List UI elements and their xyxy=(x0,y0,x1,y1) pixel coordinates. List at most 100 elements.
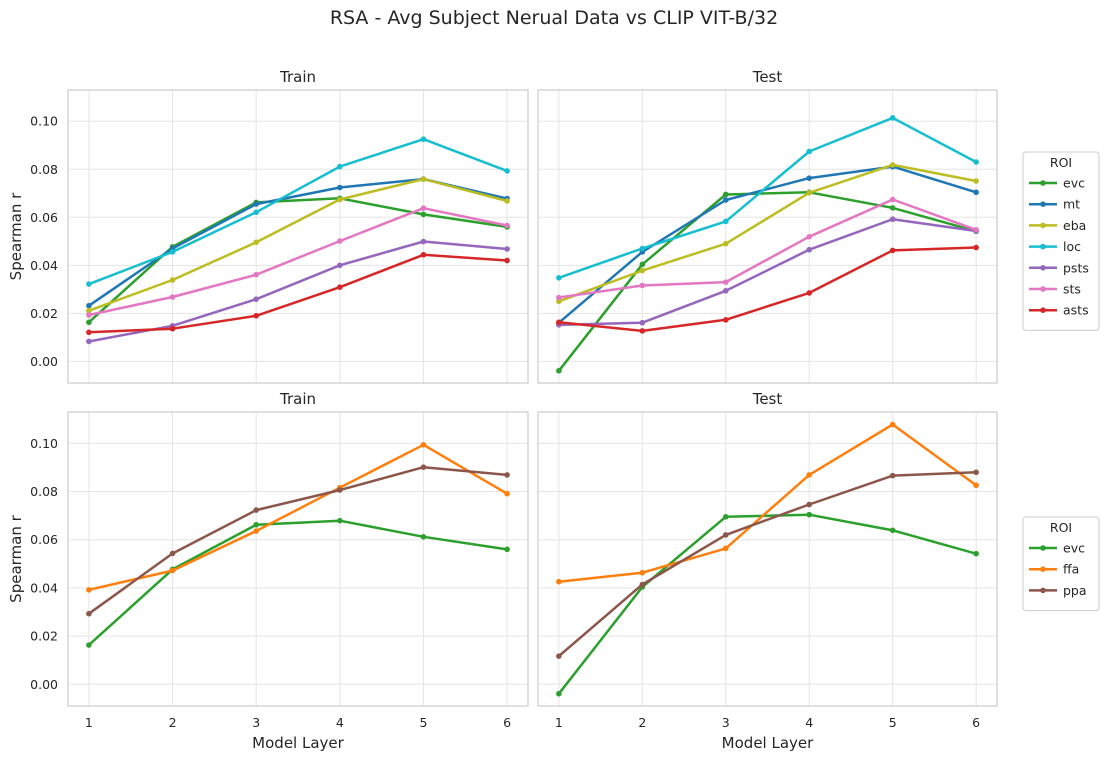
data-point-ffa xyxy=(639,569,646,576)
series-line-evc xyxy=(557,191,977,372)
axes-frame xyxy=(67,411,529,707)
data-point-asts xyxy=(889,247,896,254)
y-tick-label: 0.02 xyxy=(30,306,58,321)
x-axis-label: Model Layer xyxy=(252,734,344,752)
legend: ROI evc ffa ppa xyxy=(1022,516,1100,612)
data-point-eba xyxy=(722,240,729,247)
data-point-ppa xyxy=(420,464,427,470)
x-tick-label: 6 xyxy=(503,715,511,730)
data-point-ppa xyxy=(504,472,510,478)
data-point-asts xyxy=(86,329,92,336)
data-point-psts xyxy=(337,262,343,269)
data-point-ffa xyxy=(86,587,92,593)
data-point-ppa xyxy=(556,653,562,659)
data-point-ffa xyxy=(806,472,813,478)
data-point-eba xyxy=(556,298,562,305)
data-point-sts xyxy=(504,222,510,229)
series-line-asts xyxy=(558,246,977,333)
data-point-ffa xyxy=(253,528,259,534)
y-tick-label: 0.04 xyxy=(30,580,58,595)
data-point-sts xyxy=(86,312,92,318)
x-tick-label: 1 xyxy=(85,715,93,730)
series-line-ppa xyxy=(558,470,977,658)
legend-box xyxy=(1022,151,1100,331)
legend-label: evc xyxy=(1063,176,1085,191)
data-point-eba xyxy=(973,178,979,184)
data-point-psts xyxy=(889,216,896,223)
series-line-loc xyxy=(88,137,508,286)
data-point-eba xyxy=(86,307,92,314)
x-tick-label: 5 xyxy=(889,715,897,730)
series-line-psts xyxy=(558,217,977,327)
data-point-sts xyxy=(420,205,427,211)
data-point-sts xyxy=(973,226,979,233)
data-point-asts xyxy=(169,325,176,332)
legend-label: sts xyxy=(1063,282,1081,297)
legend-marker-ffa xyxy=(1040,566,1046,572)
legend-marker-ppa xyxy=(1040,587,1046,594)
x-tick-label: 5 xyxy=(419,715,427,730)
data-point-eba xyxy=(253,239,259,246)
x-tick-label: 6 xyxy=(972,715,980,730)
data-point-mt xyxy=(973,189,979,196)
subplot-1: Train 0.00 0.02 0.04 0.06 0.08 0.10 Spearman r xyxy=(7,68,529,384)
data-point-loc xyxy=(973,159,979,165)
legend-label: mt xyxy=(1063,197,1080,212)
data-point-ppa xyxy=(337,487,343,493)
data-point-ppa xyxy=(889,472,896,479)
data-point-ffa xyxy=(889,421,896,428)
data-point-asts xyxy=(806,290,813,296)
x-tick-label: 4 xyxy=(805,715,813,730)
subplot-4: Test 1 2 3 4 5 6 Model Layer xyxy=(537,390,998,752)
data-point-ppa xyxy=(169,550,176,557)
legend-label: asts xyxy=(1063,303,1089,318)
data-point-psts xyxy=(253,296,259,302)
data-point-evc xyxy=(420,211,427,218)
data-point-ffa xyxy=(169,567,176,574)
data-point-ppa xyxy=(86,610,92,617)
data-point-evc xyxy=(337,517,343,524)
legend-title: ROI xyxy=(1050,155,1072,170)
legend-marker-psts xyxy=(1040,265,1046,271)
y-tick-label: 0.00 xyxy=(30,677,58,692)
data-point-loc xyxy=(169,249,176,255)
series-line-asts xyxy=(88,253,508,334)
y-tick-label: 0.06 xyxy=(30,532,58,547)
data-point-eba xyxy=(420,176,427,182)
x-tick-label: 2 xyxy=(169,715,177,730)
data-point-mt xyxy=(253,201,259,207)
data-point-sts xyxy=(169,294,176,300)
data-point-ppa xyxy=(806,501,813,508)
data-point-ffa xyxy=(504,490,510,497)
data-point-evc xyxy=(504,546,510,553)
figure-title: RSA - Avg Subject Nerual Data vs CLIP VI… xyxy=(329,7,779,29)
series-line-sts xyxy=(88,206,508,317)
data-point-ppa xyxy=(973,469,979,476)
data-point-evc xyxy=(722,191,729,198)
data-point-psts xyxy=(420,238,427,245)
data-point-psts xyxy=(722,287,729,294)
series-line-ppa xyxy=(88,465,508,615)
data-point-psts xyxy=(86,338,92,345)
data-point-mt xyxy=(722,197,729,203)
subplot-title: Test xyxy=(752,390,783,408)
data-point-loc xyxy=(889,115,896,121)
data-point-mt xyxy=(86,302,92,309)
series-line-eba xyxy=(88,177,508,312)
legend-label: psts xyxy=(1063,260,1089,275)
data-point-ppa xyxy=(253,507,259,513)
data-point-asts xyxy=(337,284,343,290)
data-point-eba xyxy=(169,277,176,283)
data-point-psts xyxy=(639,319,646,326)
data-point-evc xyxy=(556,690,562,697)
subplot-title: Train xyxy=(279,68,316,86)
legend-marker-eba xyxy=(1040,222,1046,229)
series-line-loc xyxy=(558,116,977,279)
x-axis-label: Model Layer xyxy=(722,734,814,752)
data-point-asts xyxy=(504,257,510,264)
legend-marker-evc xyxy=(1040,180,1046,186)
x-tick-label: 3 xyxy=(722,715,730,730)
data-point-loc xyxy=(504,168,510,174)
data-point-evc xyxy=(253,521,259,528)
